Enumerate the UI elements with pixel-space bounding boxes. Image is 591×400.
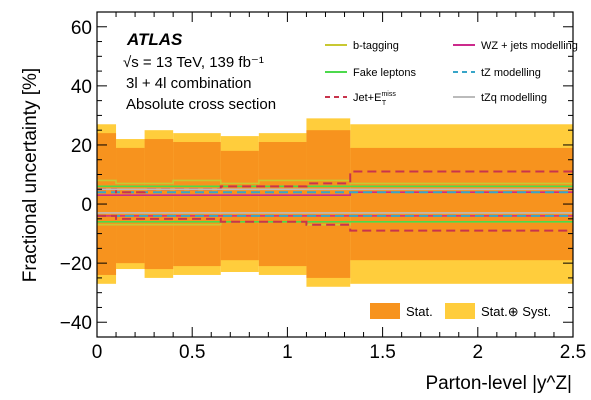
y-tick-label: 40	[71, 77, 92, 98]
stat-band	[116, 147, 145, 264]
stat-band	[144, 139, 174, 270]
stat-legend-swatch	[370, 303, 400, 319]
stat-band	[173, 142, 221, 267]
tz-modelling-legend-label: tZ modelling	[481, 67, 541, 79]
stat-syst-legend-swatch	[445, 303, 475, 319]
stat-band	[350, 147, 573, 261]
y-tick-label: −20	[60, 254, 92, 275]
x-tick-label: 2.5	[560, 342, 586, 363]
b-tagging-legend-label: b-tagging	[353, 40, 399, 52]
y-tick-label: 60	[71, 18, 92, 39]
legend: b-tagging WZ + jets modelling Fake leptons…	[325, 40, 578, 319]
stat-band	[258, 142, 307, 267]
energy-lumi-annotation: √s = 13 TeV, 139 fb⁻¹	[123, 54, 264, 71]
observable-annotation: Absolute cross section	[126, 96, 276, 113]
stat-syst-legend-label: Stat.⊕ Syst.	[481, 304, 551, 319]
systematic-lines	[97, 170, 573, 232]
axis-ticks: −40 −20 0 20 40 60 0 0.5 1 1.5 2 2.5	[60, 11, 586, 363]
experiment-label: ATLAS	[126, 30, 183, 49]
uncertainty-bands	[97, 118, 573, 287]
jet-e-t-miss-legend-label: Jet+Emiss T	[353, 91, 396, 107]
stat-legend-label: Stat.	[406, 304, 433, 319]
y-tick-label: 0	[81, 195, 92, 216]
b-tagging-line-up	[97, 179, 573, 185]
x-tick-label: 0	[92, 342, 103, 363]
x-tick-label: 1	[282, 342, 293, 363]
y-tick-label: 20	[71, 136, 92, 157]
x-tick-label: 0.5	[179, 342, 205, 363]
channel-annotation: 3l + 4l combination	[126, 75, 252, 92]
jet-e-t-miss-line-down	[97, 214, 573, 232]
x-tick-label: 1.5	[369, 342, 395, 363]
tzq-modelling-legend-label: tZq modelling	[481, 92, 547, 104]
stat-band	[220, 150, 259, 261]
y-axis-label: Fractional uncertainty [%]	[20, 68, 41, 282]
y-tick-label: −40	[60, 313, 92, 334]
stat-band	[306, 130, 351, 278]
wz-jets-modelling-legend-label: WZ + jets modelling	[481, 40, 578, 52]
x-axis-label: Parton-level |y^Z|	[425, 373, 572, 394]
x-tick-label: 2	[473, 342, 484, 363]
jet-e-t-miss-line-up	[97, 170, 573, 194]
wz-jets-modelling-line-up	[97, 191, 573, 196]
fake-leptons-legend-label: Fake leptons	[353, 67, 416, 79]
